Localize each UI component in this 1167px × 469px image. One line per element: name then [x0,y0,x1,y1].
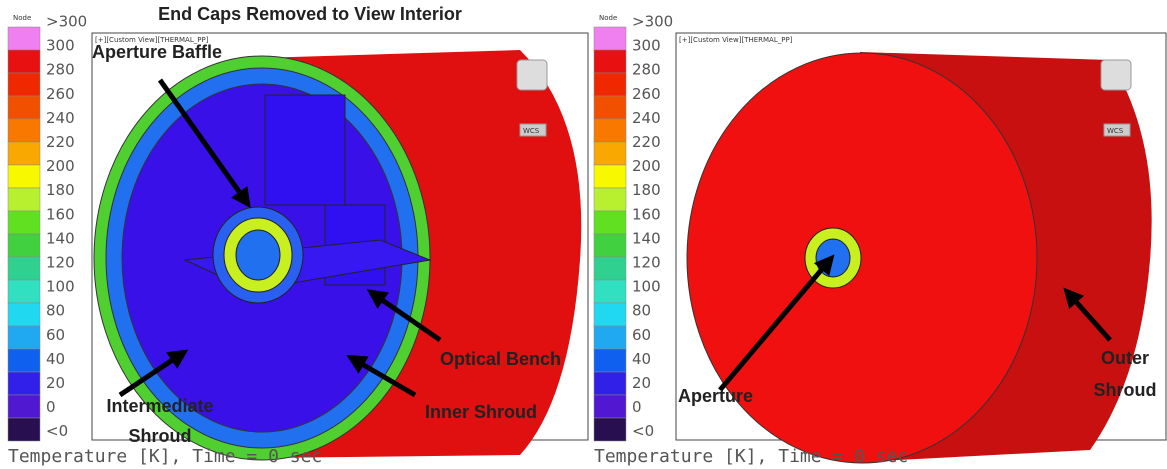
legend-swatch [8,188,40,211]
legend-swatch [594,280,626,303]
legend-label: 80 [632,302,651,320]
caption: Temperature [K], Time = 0 sec [594,446,908,467]
legend-label: 180 [46,181,75,199]
title: End Caps Removed to View Interior [158,4,462,24]
legend-swatch [8,418,40,441]
figure: End Caps Removed to View Interior Apertu… [0,0,1167,469]
caption: Temperature [K], Time = 0 sec [8,446,322,467]
legend-label: 280 [46,61,75,79]
legend-label: 280 [632,61,661,79]
legend-label: 100 [632,278,661,296]
legend-swatch [594,257,626,280]
legend-label: 140 [632,229,661,247]
legend-label: 160 [632,205,661,223]
legend-label: <0 [46,422,68,440]
annotation: Aperture [678,386,753,406]
legend-label: 120 [46,254,75,272]
legend-swatch [594,395,626,418]
legend-swatch [8,27,40,50]
annotation: Shroud [129,426,192,446]
legend-swatch [8,303,40,326]
legend-swatch [8,257,40,280]
legend-label: 200 [46,157,75,175]
legend-label: 300 [46,37,75,55]
legend-swatch [594,418,626,441]
legend-label: 100 [46,278,75,296]
legend-label: 300 [632,37,661,55]
aperture [236,230,280,280]
legend-label: 140 [46,229,75,247]
annotation: Aperture Baffle [92,42,222,62]
legend-swatch [594,142,626,165]
legend-label: 40 [46,350,65,368]
legend-swatch [8,372,40,395]
legend-header: Node [13,14,31,22]
legend-label: >300 [632,13,673,31]
legend-swatch [594,73,626,96]
legend-swatch [8,142,40,165]
legend-swatch [594,188,626,211]
legend-swatch [594,372,626,395]
legend-swatch [594,119,626,142]
legend-label: 0 [46,398,56,416]
legend-label: >300 [46,13,87,31]
legend-label: 60 [46,326,65,344]
nav-cube [517,60,547,90]
legend-label: 260 [46,85,75,103]
legend-swatch [8,395,40,418]
bench-part [265,95,345,205]
legend-swatch [8,50,40,73]
legend-swatch [8,211,40,234]
legend-swatch [8,349,40,372]
legend-swatch [594,349,626,372]
legend-swatch [594,234,626,257]
legend-label: 240 [46,109,75,127]
legend-swatch [594,303,626,326]
legend-label: 260 [632,85,661,103]
legend-label: 80 [46,302,65,320]
legend-swatch [594,50,626,73]
legend-swatch [8,326,40,349]
legend-swatch [594,27,626,50]
legend-swatch [594,326,626,349]
legend-swatch [8,96,40,119]
cube-label: WCS [1107,127,1124,135]
legend-label: 240 [632,109,661,127]
legend-label: <0 [632,422,654,440]
legend-swatch [8,165,40,188]
legend-label: 220 [46,133,75,151]
legend-label: 40 [632,350,651,368]
annotation: Intermediate [106,396,213,416]
legend-label: 200 [632,157,661,175]
view-label: [+][Custom View][THERMAL_PP] [679,36,793,44]
legend-label: 220 [632,133,661,151]
legend-swatch [8,234,40,257]
legend-swatch [8,119,40,142]
legend-header: Node [599,14,617,22]
legend-label: 20 [632,374,651,392]
legend-swatch [594,211,626,234]
legend-label: 160 [46,205,75,223]
view-label: [+][Custom View][THERMAL_PP] [95,36,209,44]
nav-cube [1101,60,1131,90]
legend-label: 0 [632,398,642,416]
legend-label: 60 [632,326,651,344]
legend-swatch [594,96,626,119]
cube-label: WCS [523,127,540,135]
legend-swatch [594,165,626,188]
annotation: Optical Bench [440,349,561,369]
annotation: Inner Shroud [425,402,537,422]
legend-swatch [8,73,40,96]
legend-label: 20 [46,374,65,392]
annotation: Outer [1101,348,1149,368]
legend-label: 180 [632,181,661,199]
legend-swatch [8,280,40,303]
legend-label: 120 [632,254,661,272]
annotation: Shroud [1094,380,1157,400]
